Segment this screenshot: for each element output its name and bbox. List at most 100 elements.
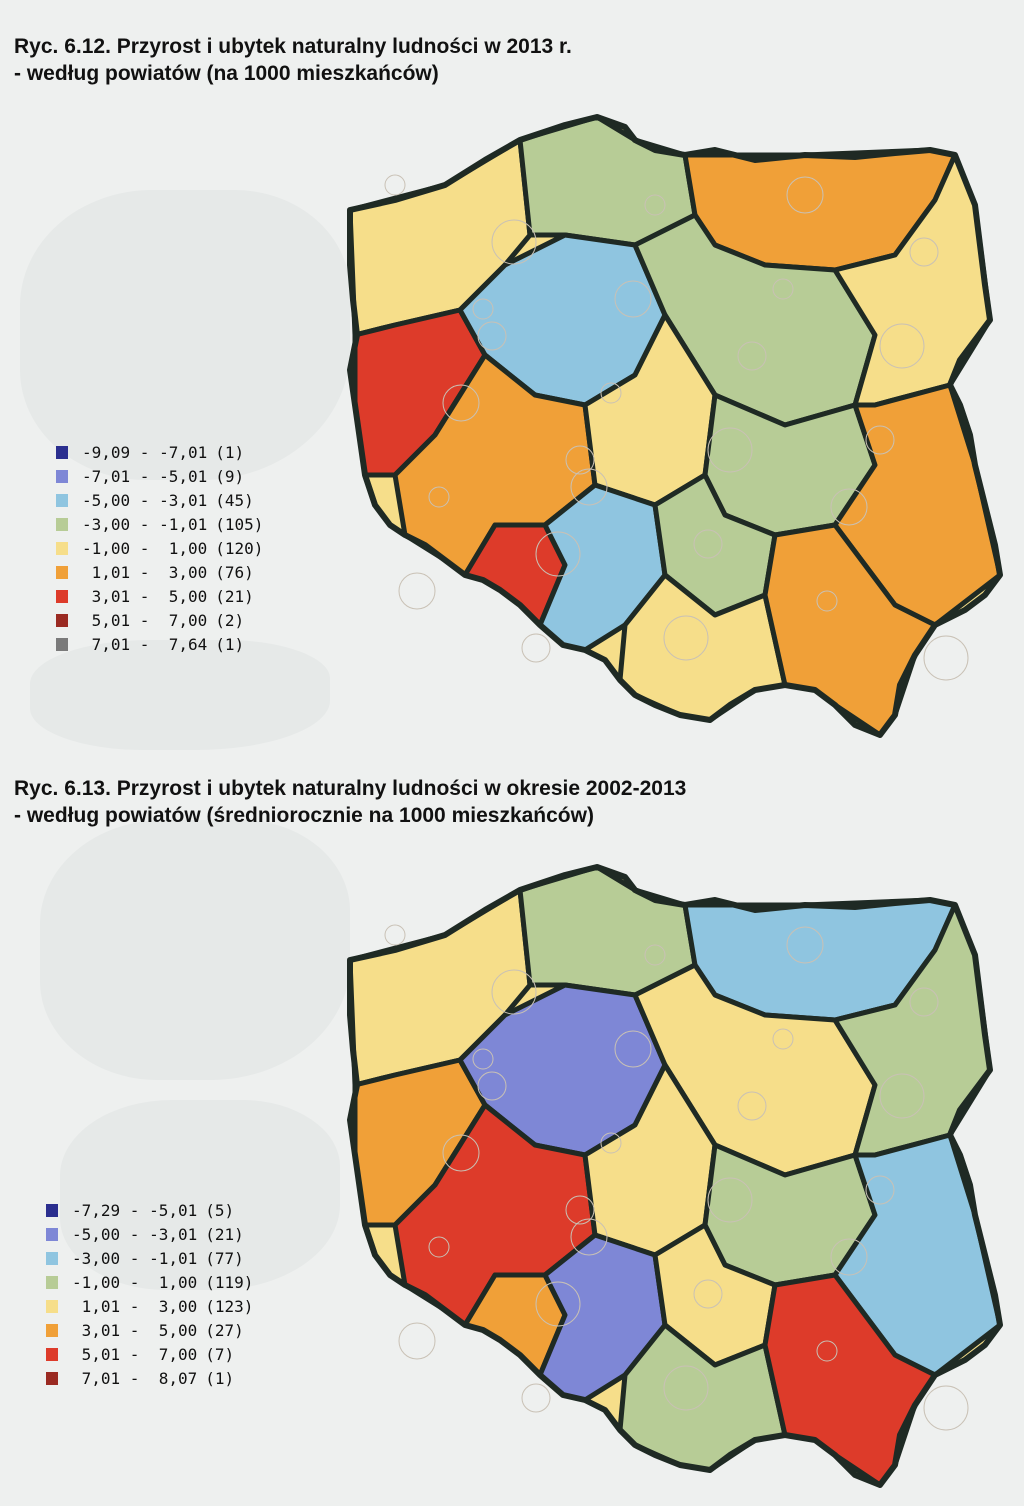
district-boundary <box>644 194 666 216</box>
figure-subtitle-line: - według powiatów (średniorocznie na 100… <box>14 804 594 827</box>
legend-swatch <box>46 1275 58 1289</box>
legend-range: 7,01 - 8,07 <box>72 1368 198 1388</box>
legend-item: 5,01 - 7,00 (7) <box>46 1342 253 1366</box>
legend-count: (123) <box>205 1296 254 1316</box>
legend-range: -9,09 - -7,01 <box>82 442 208 462</box>
district-boundary <box>477 321 507 351</box>
legend-item: -3,00 - -1,01 (77) <box>46 1246 253 1270</box>
legend-item: -5,00 - -3,01 (45) <box>56 488 263 512</box>
legend-range: 5,01 - 7,00 <box>72 1344 198 1364</box>
district-boundary <box>521 633 551 663</box>
legend-range: -5,00 - -3,01 <box>82 490 208 510</box>
legend-swatch <box>46 1299 58 1313</box>
legend-range: 3,01 - 5,00 <box>82 586 208 606</box>
voivodeship-region <box>537 1232 668 1403</box>
district-boundary <box>565 1195 595 1225</box>
district-boundary <box>491 219 537 265</box>
district-boundary <box>477 1071 507 1101</box>
legend-swatch <box>56 613 68 627</box>
legend-item: 7,01 - 7,64 (1) <box>56 632 263 656</box>
district-boundary <box>923 1385 969 1431</box>
district-boundary <box>472 1048 494 1070</box>
legend-swatch <box>46 1323 58 1337</box>
legend-item: -7,01 - -5,01 (9) <box>56 464 263 488</box>
legend-item: -1,00 - 1,00 (120) <box>56 536 263 560</box>
legend-range: -1,00 - 1,00 <box>72 1272 198 1292</box>
legend-item: 5,01 - 7,00 (2) <box>56 608 263 632</box>
district-boundary <box>772 1028 794 1050</box>
legend-swatch <box>56 517 68 531</box>
legend-range: -3,00 - -1,01 <box>72 1248 198 1268</box>
district-boundary <box>707 1177 753 1223</box>
country-border <box>347 114 1003 738</box>
background-ghost-map <box>30 640 330 750</box>
legend-swatch <box>56 565 68 579</box>
district-boundary <box>816 1340 838 1362</box>
district-boundary <box>521 1383 551 1413</box>
district-boundary <box>786 926 824 964</box>
legend-swatch <box>46 1347 58 1361</box>
map-poland-2013 <box>347 114 1003 738</box>
legend-count: (21) <box>215 586 254 606</box>
district-boundary <box>428 486 450 508</box>
legend-item: 7,01 - 8,07 (1) <box>46 1366 253 1390</box>
district-boundary <box>923 635 969 681</box>
legend-item: 1,01 - 3,00 (123) <box>46 1294 253 1318</box>
district-boundary <box>865 425 895 455</box>
district-boundary <box>909 237 939 267</box>
district-boundary <box>693 1279 723 1309</box>
legend-item: 1,01 - 3,00 (76) <box>56 560 263 584</box>
legend-item: -7,29 - -5,01 (5) <box>46 1198 253 1222</box>
district-boundary <box>737 341 767 371</box>
legend-range: 7,01 - 7,64 <box>82 634 208 654</box>
legend-swatch <box>56 637 68 651</box>
legend-count: (119) <box>205 1272 254 1292</box>
district-boundary <box>830 488 868 526</box>
district-boundary <box>398 1322 436 1360</box>
legend-count: (45) <box>215 490 254 510</box>
district-boundary <box>398 572 436 610</box>
legend-count: (21) <box>205 1224 244 1244</box>
district-boundary <box>614 280 652 318</box>
district-boundary <box>663 615 709 661</box>
legend-range: -1,00 - 1,00 <box>82 538 208 558</box>
district-boundary <box>565 445 595 475</box>
legend-item: 3,01 - 5,00 (21) <box>56 584 263 608</box>
legend-swatch <box>46 1203 58 1217</box>
legend-item: -1,00 - 1,00 (119) <box>46 1270 253 1294</box>
legend-count: (120) <box>215 538 264 558</box>
legend-range: 3,01 - 5,00 <box>72 1320 198 1340</box>
legend-item: -9,09 - -7,01 (1) <box>56 440 263 464</box>
legend-count: (1) <box>205 1368 235 1388</box>
district-boundary <box>491 969 537 1015</box>
district-boundary <box>830 1238 868 1276</box>
district-boundary <box>384 174 406 196</box>
figure-title-line: Ryc. 6.13. Przyrost i ubytek naturalny l… <box>14 777 687 800</box>
district-boundary <box>737 1091 767 1121</box>
district-boundary <box>707 427 753 473</box>
district-boundary <box>879 1073 925 1119</box>
figure-title-line: Ryc. 6.12. Przyrost i ubytek naturalny l… <box>14 35 572 58</box>
voivodeship-region <box>832 382 1003 628</box>
legend-count: (5) <box>205 1200 235 1220</box>
legend-swatch <box>46 1227 58 1241</box>
voivodeship-region <box>832 1132 1003 1378</box>
district-boundary <box>816 590 838 612</box>
legend-swatch <box>56 469 68 483</box>
district-boundary <box>879 323 925 369</box>
legend-2002-2013: -7,29 - -5,01 (5) -5,00 - -3,01 (21) -3,00 -… <box>46 1198 253 1390</box>
legend-count: (1) <box>215 634 245 654</box>
legend-swatch <box>46 1251 58 1265</box>
legend-swatch <box>46 1371 58 1385</box>
district-boundary <box>865 1175 895 1205</box>
legend-item: -5,00 - -3,01 (21) <box>46 1222 253 1246</box>
background-ghost-map <box>60 1100 340 1290</box>
legend-swatch <box>56 445 68 459</box>
district-boundary <box>693 529 723 559</box>
background-ghost-map <box>20 190 350 480</box>
district-boundary <box>535 1281 581 1327</box>
legend-count: (1) <box>215 442 245 462</box>
district-boundary <box>442 384 480 422</box>
legend-range: 1,01 - 3,00 <box>82 562 208 582</box>
district-boundary <box>384 924 406 946</box>
